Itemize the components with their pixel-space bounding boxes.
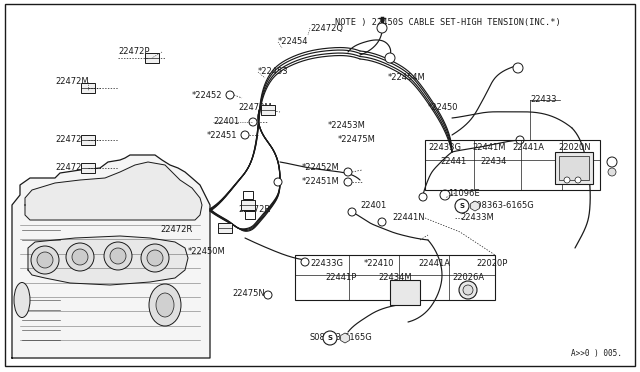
- Text: 22020A: 22020A: [554, 157, 586, 167]
- Text: 22433M: 22433M: [460, 214, 493, 222]
- Text: S: S: [328, 335, 333, 341]
- Circle shape: [564, 177, 570, 183]
- Text: 22472Q: 22472Q: [310, 23, 343, 32]
- Text: *22454: *22454: [278, 38, 308, 46]
- Circle shape: [377, 23, 387, 33]
- Bar: [559, 156, 589, 180]
- Text: 22434M: 22434M: [378, 273, 412, 282]
- Bar: [81, 83, 95, 93]
- Text: 22475N: 22475N: [232, 289, 265, 298]
- Bar: [555, 152, 593, 184]
- Text: 22434: 22434: [480, 157, 506, 167]
- Circle shape: [104, 242, 132, 270]
- Text: *22450: *22450: [428, 103, 458, 112]
- Circle shape: [513, 63, 523, 73]
- Ellipse shape: [14, 282, 30, 317]
- Text: *22451M: *22451M: [302, 177, 340, 186]
- Text: 22472N: 22472N: [55, 135, 88, 144]
- Polygon shape: [25, 162, 202, 220]
- Circle shape: [323, 331, 337, 345]
- Text: 22472M: 22472M: [55, 77, 88, 87]
- Circle shape: [419, 193, 427, 201]
- Text: 22441M: 22441M: [472, 144, 506, 153]
- Text: *22452: *22452: [192, 90, 223, 99]
- Circle shape: [463, 285, 473, 295]
- Text: A>>0 ) 005.: A>>0 ) 005.: [571, 349, 622, 358]
- Text: 22441: 22441: [440, 157, 467, 167]
- Text: *22450M: *22450M: [188, 247, 226, 257]
- Bar: [243, 191, 253, 199]
- Text: S08363-6165G: S08363-6165G: [310, 334, 372, 343]
- Circle shape: [608, 168, 616, 176]
- Polygon shape: [28, 236, 188, 285]
- Bar: [425, 140, 600, 190]
- Bar: [261, 105, 275, 115]
- Bar: [390, 280, 420, 305]
- Text: 22433G: 22433G: [428, 144, 461, 153]
- Text: 22441N: 22441N: [392, 214, 424, 222]
- Polygon shape: [12, 155, 210, 358]
- Text: 22020N: 22020N: [558, 144, 591, 153]
- Circle shape: [516, 136, 524, 144]
- Circle shape: [31, 246, 59, 274]
- Text: *22410: *22410: [364, 260, 394, 269]
- Circle shape: [348, 208, 356, 216]
- Text: *22475M: *22475M: [338, 135, 376, 144]
- Circle shape: [141, 244, 169, 272]
- Text: 22401: 22401: [213, 118, 239, 126]
- Text: 22472N: 22472N: [55, 164, 88, 173]
- Bar: [81, 163, 95, 173]
- Circle shape: [274, 178, 282, 186]
- Text: 11096E: 11096E: [448, 189, 479, 198]
- Circle shape: [459, 281, 477, 299]
- Circle shape: [66, 243, 94, 271]
- Circle shape: [226, 91, 234, 99]
- Circle shape: [110, 248, 126, 264]
- Text: *22454M: *22454M: [388, 74, 426, 83]
- Circle shape: [378, 218, 386, 226]
- Text: *22452M: *22452M: [302, 164, 340, 173]
- Text: 22472R: 22472R: [160, 225, 192, 234]
- Bar: [245, 211, 255, 219]
- Text: *22453M: *22453M: [328, 122, 366, 131]
- Circle shape: [301, 258, 309, 266]
- Bar: [218, 223, 232, 233]
- Text: 22472M: 22472M: [238, 103, 271, 112]
- Text: 22472P: 22472P: [118, 48, 150, 57]
- Circle shape: [440, 190, 450, 200]
- Bar: [241, 200, 255, 210]
- Circle shape: [385, 53, 395, 63]
- Circle shape: [575, 177, 581, 183]
- Circle shape: [264, 291, 272, 299]
- Text: NOTE ) 22450S CABLE SET-HIGH TENSION(INC.*): NOTE ) 22450S CABLE SET-HIGH TENSION(INC…: [335, 18, 561, 27]
- Text: 22441A: 22441A: [418, 260, 450, 269]
- Text: 22441A: 22441A: [512, 144, 544, 153]
- Ellipse shape: [149, 284, 181, 326]
- Circle shape: [344, 168, 352, 176]
- Bar: [145, 53, 159, 63]
- Text: 22441P: 22441P: [325, 273, 356, 282]
- Text: 22433: 22433: [530, 96, 557, 105]
- Text: S: S: [460, 203, 465, 209]
- Circle shape: [344, 178, 352, 186]
- Text: 22433G: 22433G: [310, 260, 343, 269]
- Circle shape: [147, 250, 163, 266]
- Circle shape: [37, 252, 53, 268]
- Bar: [295, 255, 495, 300]
- Text: *22451: *22451: [207, 131, 237, 141]
- Circle shape: [249, 118, 257, 126]
- Circle shape: [607, 157, 617, 167]
- Text: *22453: *22453: [258, 67, 289, 77]
- Ellipse shape: [156, 293, 174, 317]
- Circle shape: [455, 199, 469, 213]
- Circle shape: [241, 131, 249, 139]
- Circle shape: [72, 249, 88, 265]
- Text: S08363-6165G: S08363-6165G: [472, 202, 535, 211]
- Text: 22472R: 22472R: [238, 205, 270, 215]
- Text: 22026A: 22026A: [452, 273, 484, 282]
- Bar: [81, 135, 95, 145]
- Text: 22020P: 22020P: [476, 260, 508, 269]
- Text: 22401: 22401: [360, 202, 387, 211]
